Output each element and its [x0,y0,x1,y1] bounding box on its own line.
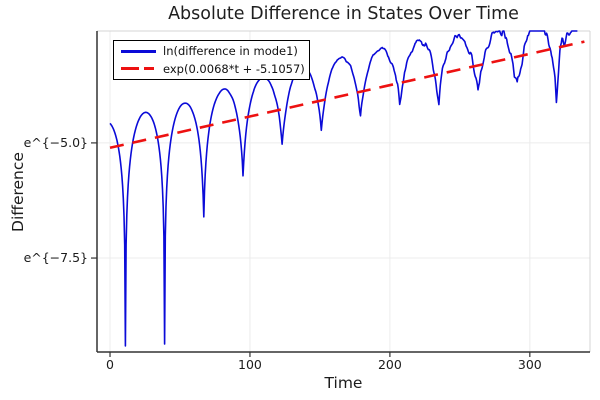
x-tick-label: 100 [238,357,262,372]
legend-label: ln(difference in mode1) [163,44,298,59]
legend-solid-line-sample [121,49,156,53]
legend-label: exp(0.0068*t + -5.1057) [163,61,305,76]
difference-series-line [109,30,578,347]
x-axis-label: Time [324,374,363,392]
x-tick-label: 0 [106,357,114,372]
x-tick-label: 200 [378,357,402,372]
chart-title: Absolute Difference in States Over Time [168,4,519,24]
y-tick-label: e^{−7.5} [24,250,88,265]
legend-entry-mode1: ln(difference in mode1) [121,43,305,60]
legend: ln(difference in mode1) exp(0.0068*t + -… [113,40,310,80]
legend-entry-fit: exp(0.0068*t + -5.1057) [121,61,305,78]
y-tick-label: e^{−5.0} [24,135,88,150]
legend-dashed-line-sample [121,67,156,71]
exp-fit-trend-line [109,40,585,150]
x-tick-label: 300 [518,357,542,372]
